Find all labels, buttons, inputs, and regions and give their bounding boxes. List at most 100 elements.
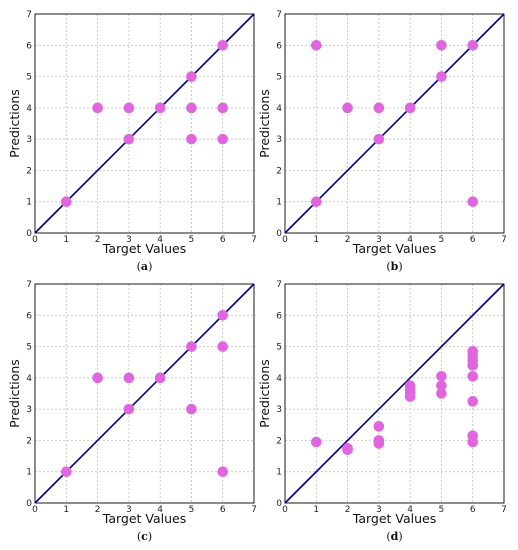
x-tick-label: 7 [251, 505, 257, 515]
x-tick-label: 4 [157, 505, 163, 515]
x-tick-label: 4 [407, 235, 413, 245]
plot-frame [34, 283, 255, 504]
y-tick-label: 6 [276, 41, 282, 51]
y-tick-label: 4 [276, 104, 282, 114]
data-point [373, 133, 385, 145]
y-tick-label: 2 [276, 436, 282, 446]
y-tick-label: 0 [276, 499, 282, 509]
data-point [436, 39, 447, 51]
x-tick-label: 5 [439, 505, 445, 515]
x-tick-label: 2 [95, 235, 101, 245]
data-point [436, 388, 447, 399]
x-tick-label: 5 [189, 505, 195, 515]
x-tick-label: 5 [439, 235, 445, 245]
x-tick-label: 1 [313, 235, 319, 245]
x-axis-label: Target Values [352, 511, 436, 526]
x-tick-label: 2 [345, 505, 351, 515]
y-tick-label: 4 [26, 374, 32, 384]
data-point [467, 196, 479, 208]
data-point [217, 39, 229, 51]
data-point [123, 133, 135, 145]
data-point [186, 102, 197, 114]
x-axis-label: Target Values [352, 241, 436, 256]
y-tick-label: 3 [26, 405, 32, 415]
y-tick-label: 0 [26, 229, 32, 239]
data-point [217, 341, 229, 352]
data-point [467, 436, 479, 448]
x-tick-label: 2 [345, 235, 351, 245]
data-point [186, 403, 197, 415]
ideal-line [34, 13, 255, 234]
plot-frame [34, 13, 255, 234]
y-axis-label: Predictions [7, 359, 22, 428]
y-tick-label: 3 [26, 135, 32, 145]
y-axis-label: Predictions [7, 89, 22, 158]
y-tick-label: 4 [276, 374, 282, 384]
data-point [217, 133, 229, 145]
x-tick-label: 3 [126, 505, 132, 515]
y-tick-label: 3 [276, 405, 282, 415]
data-point [373, 438, 385, 449]
data-point [373, 421, 385, 432]
x-axis-label: Target Values [102, 241, 186, 256]
data-point [154, 372, 166, 384]
y-axis-label: Predictions [257, 89, 272, 158]
y-tick-label: 1 [26, 198, 32, 208]
y-tick-label: 2 [26, 166, 32, 176]
x-tick-label: 3 [376, 235, 382, 245]
data-point [60, 466, 72, 478]
panel-a: 0 1 2 3 4 5 6 7 0 1 2 3 4 5 6 7 Target Values Predictions… [7, 10, 257, 273]
y-tick-label: 1 [276, 468, 282, 478]
y-tick-label: 7 [276, 10, 282, 20]
x-tick-label: 1 [63, 505, 69, 515]
y-tick-label: 6 [276, 311, 282, 321]
y-tick-label: 5 [26, 343, 32, 353]
x-tick-label: 4 [407, 505, 413, 515]
panel-caption: (b) [386, 260, 402, 273]
data-point [436, 370, 447, 382]
x-tick-label: 0 [32, 235, 38, 245]
x-tick-label: 2 [95, 505, 101, 515]
data-point [342, 102, 353, 114]
y-tick-label: 1 [276, 198, 282, 208]
y-tick-label: 2 [276, 166, 282, 176]
data-point [217, 309, 229, 321]
y-tick-label: 0 [26, 499, 32, 509]
data-point [60, 196, 72, 208]
data-point [92, 372, 103, 384]
data-point [123, 403, 135, 415]
data-point [186, 341, 197, 352]
x-tick-label: 7 [501, 235, 507, 245]
x-axis-label: Target Values [102, 511, 186, 526]
data-point [467, 370, 479, 382]
data-point [217, 466, 229, 478]
ideal-line [284, 13, 505, 234]
data-point [123, 102, 135, 114]
data-point [467, 39, 479, 51]
panel-caption: (a) [137, 260, 153, 273]
y-tick-label: 2 [26, 436, 32, 446]
y-tick-label: 4 [26, 104, 32, 114]
x-tick-label: 1 [313, 505, 319, 515]
x-tick-label: 6 [220, 235, 226, 245]
x-tick-label: 6 [470, 505, 476, 515]
data-point [310, 436, 322, 448]
data-point [154, 102, 166, 114]
ideal-line [34, 283, 255, 504]
x-tick-label: 7 [501, 505, 507, 515]
y-tick-label: 6 [26, 311, 32, 321]
data-point [467, 396, 479, 407]
x-tick-label: 3 [376, 505, 382, 515]
data-point [467, 360, 479, 371]
x-tick-label: 1 [63, 235, 69, 245]
panel-d: 0 1 2 3 4 5 6 7 0 1 2 3 4 5 6 7 Target Values Predictions… [257, 280, 507, 543]
data-point [310, 196, 322, 208]
x-tick-label: 0 [282, 505, 288, 515]
x-tick-label: 4 [157, 235, 163, 245]
panel-caption: (c) [137, 530, 152, 543]
x-tick-label: 7 [251, 235, 257, 245]
y-tick-label: 3 [276, 135, 282, 145]
data-point [186, 71, 197, 82]
panel-c: 0 1 2 3 4 5 6 7 0 1 2 3 4 5 6 7 Target Values Predictions… [7, 280, 257, 543]
